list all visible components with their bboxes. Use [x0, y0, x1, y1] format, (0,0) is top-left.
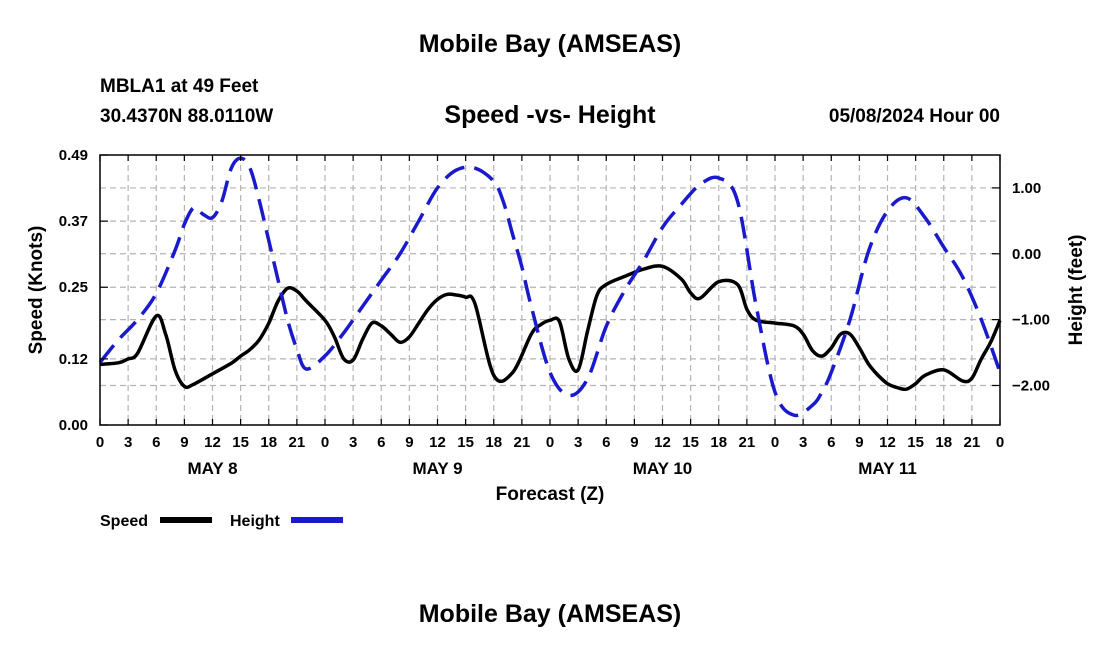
y-tick-label: 0.49 — [59, 147, 88, 164]
chart-subtitle: Speed -vs- Height — [444, 101, 656, 129]
x-tick-label: 12 — [204, 434, 221, 451]
x-tick-label: 0 — [96, 434, 104, 451]
x-axis-label: Forecast (Z) — [496, 484, 605, 505]
x-tick-label: 12 — [429, 434, 446, 451]
x-tick-label: 21 — [964, 434, 981, 451]
x-tick-label: 12 — [879, 434, 896, 451]
y2-tick-label: 1.00 — [1012, 180, 1041, 197]
x-tick-label: 18 — [935, 434, 952, 451]
forecast-datetime: 05/08/2024 Hour 00 — [828, 106, 1000, 127]
x-tick-label: 21 — [514, 434, 531, 451]
legend: Speed Height — [100, 513, 343, 530]
legend-speed-label: Speed — [100, 513, 148, 530]
y-tick-label: 0.25 — [59, 279, 88, 296]
chart-main-title: Mobile Bay (AMSEAS) — [418, 30, 682, 58]
x-tick-label: 9 — [855, 434, 863, 451]
footer-title: Mobile Bay (AMSEAS) — [418, 600, 682, 628]
x-tick-label: 15 — [907, 434, 924, 451]
y-tick-label: 0.37 — [59, 213, 88, 230]
x-tick-label: 15 — [232, 434, 249, 451]
y2-axis-label: Height (feet) — [1066, 235, 1087, 346]
legend-height-label: Height — [230, 513, 280, 530]
station-coordinates: 30.4370N 88.0110W — [100, 106, 274, 127]
x-tick-label: 6 — [602, 434, 610, 451]
x-tick-label: 6 — [152, 434, 160, 451]
x-tick-label: 6 — [827, 434, 835, 451]
y-tick-label: 0.00 — [59, 417, 88, 434]
x-tick-label: 0 — [771, 434, 779, 451]
series-line-speed — [99, 264, 1002, 392]
x-tick-label: 3 — [349, 434, 357, 451]
x-tick-label: 3 — [124, 434, 132, 451]
x-tick-label: 3 — [799, 434, 807, 451]
day-label: MAY 11 — [858, 459, 917, 478]
grid — [100, 155, 1000, 425]
y2-tick-label: 0.00 — [1012, 246, 1041, 263]
x-tick-label: 18 — [260, 434, 277, 451]
x-tick-label: 12 — [654, 434, 671, 451]
x-tick-label: 0 — [321, 434, 329, 451]
day-label: MAY 9 — [412, 459, 462, 478]
x-tick-label: 0 — [546, 434, 554, 451]
axes: 0 3 6 9 12 15 18 21 0 3 6 9 12 15 18 21 0 3 6 9 12 15 18 21 0 3 6 9… — [59, 147, 1050, 478]
x-tick-label: 9 — [180, 434, 188, 451]
day-label: MAY 8 — [187, 459, 237, 478]
y-tick-label: 0.12 — [59, 351, 88, 368]
day-label: MAY 10 — [633, 459, 693, 478]
x-tick-label: 18 — [485, 434, 502, 451]
station-label: MBLA1 at 49 Feet — [100, 76, 259, 97]
x-tick-label: 18 — [710, 434, 727, 451]
series-layer — [98, 156, 1002, 418]
y2-tick-label: −1.00 — [1012, 312, 1050, 329]
x-tick-label: 6 — [377, 434, 385, 451]
y2-tick-label: −2.00 — [1012, 377, 1050, 394]
x-tick-label: 9 — [630, 434, 638, 451]
x-tick-label: 21 — [739, 434, 756, 451]
x-tick-label: 9 — [405, 434, 413, 451]
x-tick-label: 3 — [574, 434, 582, 451]
x-tick-label: 21 — [289, 434, 306, 451]
x-tick-label: 15 — [457, 434, 474, 451]
x-tick-label: 15 — [682, 434, 699, 451]
x-tick-label: 0 — [996, 434, 1004, 451]
y-axis-label: Speed (Knots) — [26, 226, 47, 355]
